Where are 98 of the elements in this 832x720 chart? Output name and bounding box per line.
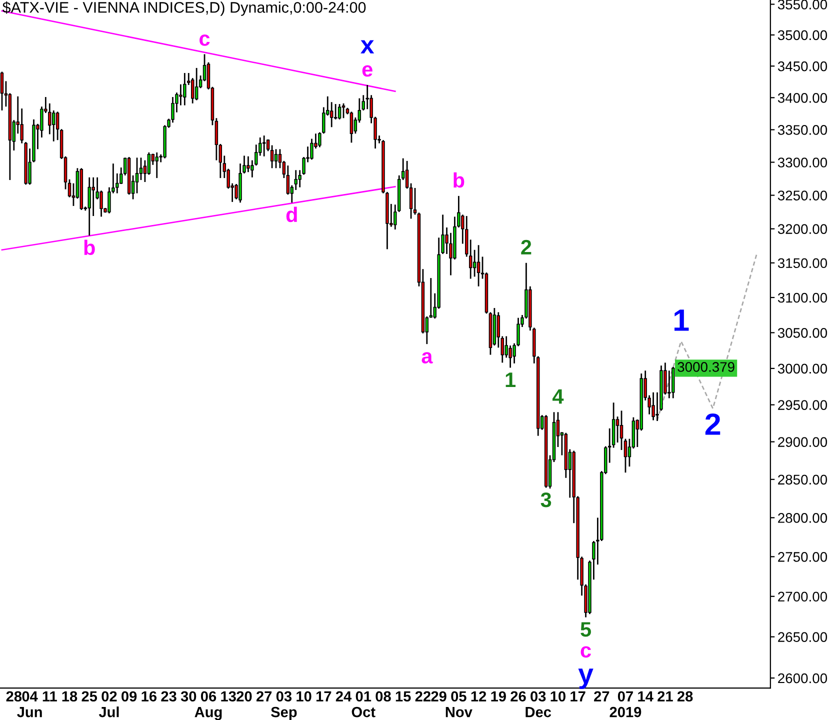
y-tick-label: 3500.00 <box>778 30 828 40</box>
x-tick-label: 30 <box>180 691 196 702</box>
candlestick <box>92 176 95 217</box>
candlestick <box>668 370 671 399</box>
x-tick-label: 23 <box>161 691 176 702</box>
x-tick-label: 12 <box>471 691 486 702</box>
candlestick <box>616 416 620 444</box>
x-tick-label: 21 <box>658 691 673 702</box>
candlestick <box>620 410 624 451</box>
candlestick <box>476 244 480 288</box>
annotation: d <box>286 206 297 222</box>
y-tick-label: 2950.00 <box>778 400 828 410</box>
annotation: 3000.379 <box>678 362 734 372</box>
candlestick <box>338 103 342 120</box>
y-tick-label: 3450.00 <box>778 61 828 72</box>
x-tick-label: 05 Nov <box>446 691 472 718</box>
y-tick-label: 3550.00 <box>778 0 828 10</box>
y-tick-label: 2900.00 <box>778 437 828 447</box>
candlestick <box>246 156 250 173</box>
x-tick-label: 09 <box>122 691 137 702</box>
x-tick-label: 13 <box>221 691 236 702</box>
y-tick-label: 2800.00 <box>778 513 828 523</box>
x-tick-label: 19 <box>491 691 506 702</box>
x-tick-label: 27 <box>256 691 272 702</box>
y-tick-label: 3100.00 <box>778 292 828 303</box>
annotation: 4 <box>552 389 564 404</box>
candlestick <box>274 148 278 169</box>
x-tick-label: 08 <box>376 691 391 702</box>
annotation: 1 <box>506 372 516 387</box>
annotation: b <box>84 240 95 256</box>
y-tick-label: 2850.00 <box>778 474 828 485</box>
x-tick-label: 10 <box>296 691 312 702</box>
annotation: 1 <box>674 310 689 331</box>
candlestick <box>262 134 266 158</box>
candlestick <box>342 102 346 119</box>
y-tick-label: 3150.00 <box>778 258 828 268</box>
x-tick-label: 03 Dec <box>526 691 552 718</box>
x-tick-label: 02 Jul <box>98 691 119 718</box>
x-tick-label: 27 <box>594 691 610 702</box>
y-tick-label: 3200.00 <box>778 224 828 234</box>
candlestick <box>294 169 298 191</box>
y-tick-label: 2650.00 <box>778 632 828 642</box>
y-tick-label: 3400.00 <box>778 92 828 103</box>
annotation: e <box>362 65 372 77</box>
candlestick <box>270 144 274 169</box>
annotation: 3 <box>540 492 552 508</box>
candlestick <box>68 178 72 198</box>
x-tick-label: 24 <box>336 691 352 702</box>
x-tick-label: 11 <box>42 691 57 702</box>
y-tick-label: 2700.00 <box>778 592 828 602</box>
candlestick <box>52 110 56 142</box>
annotation: 2 <box>705 413 720 435</box>
x-tick-label: 29 <box>431 691 446 702</box>
x-tick-label: 28 <box>677 691 693 702</box>
candlestick <box>135 156 139 194</box>
candlestick <box>624 438 628 474</box>
candlestick <box>413 187 417 216</box>
y-tick-label: 3250.00 <box>778 190 828 200</box>
candlestick <box>147 152 151 176</box>
x-tick-label: 28 <box>6 691 22 702</box>
candlestick <box>0 71 4 112</box>
candlestick <box>139 156 143 181</box>
x-tick-label: 17 <box>316 691 332 702</box>
annotation: c <box>580 646 591 658</box>
candlestick <box>350 111 354 144</box>
chart-title: $ATX-VIE - VIENNA INDICES,D) Dynamic,0:00-24:00 <box>2 1 366 16</box>
x-tick-label: 17 <box>570 691 586 702</box>
candlestick <box>194 67 198 101</box>
annotation: a <box>422 352 433 364</box>
annotation: y <box>578 668 594 690</box>
candlestick <box>652 392 655 421</box>
y-tick-label: 3050.00 <box>778 328 828 338</box>
candlestick <box>155 152 158 179</box>
annotation: c <box>200 34 210 46</box>
x-tick-label: 18 <box>62 691 78 702</box>
annotation: b <box>454 172 464 188</box>
x-tick-label: 15 <box>396 691 411 702</box>
x-tick-label: 16 <box>142 691 157 702</box>
candlestick <box>88 176 91 236</box>
annotation: x <box>360 40 374 54</box>
x-tick-label: 01 Oct <box>352 691 376 718</box>
y-tick-label: 3350.00 <box>778 125 828 135</box>
y-tick-label: 3300.00 <box>778 158 828 168</box>
x-tick-label: 25 <box>82 691 98 702</box>
candlestick <box>183 72 186 106</box>
candlestick <box>179 84 182 106</box>
candlestick <box>472 249 476 278</box>
y-tick-label: 3000.00 <box>778 364 828 374</box>
y-tick-label: 2750.00 <box>778 552 828 562</box>
x-tick-label: 20 <box>236 691 252 702</box>
annotation: 5 <box>580 622 591 637</box>
annotation: 2 <box>521 240 532 254</box>
y-tick-label: 2600.00 <box>778 673 828 684</box>
x-tick-label: 10 <box>550 691 566 702</box>
x-tick-label: 03 Sep <box>270 691 297 720</box>
x-tick-label: 26 <box>510 691 526 702</box>
candlestick <box>190 77 194 104</box>
x-tick-label: 22 <box>415 691 430 702</box>
